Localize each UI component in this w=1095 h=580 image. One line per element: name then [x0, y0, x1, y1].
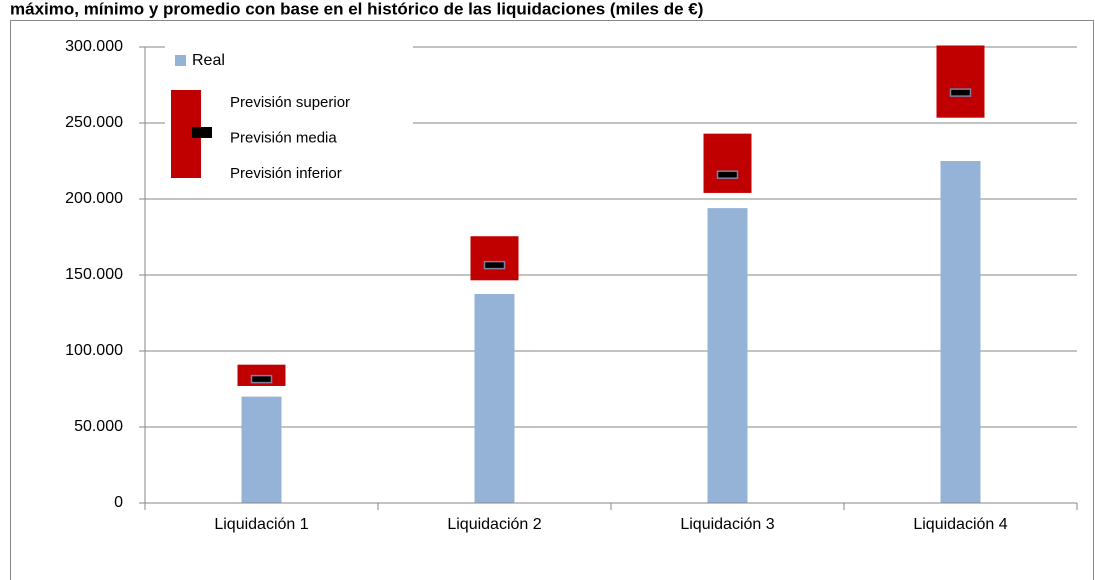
bar: [241, 396, 282, 503]
y-tick-label: 50.000: [74, 418, 123, 435]
forecast-range: [703, 133, 752, 193]
y-tick-label: 150.000: [65, 266, 123, 283]
forecast-mean: [483, 260, 506, 270]
legend-swatch: [175, 55, 186, 66]
forecast-range: [936, 45, 985, 118]
x-tick-label: Liquidación 1: [214, 516, 308, 533]
y-tick-label: 300.000: [65, 38, 123, 55]
forecast-mean: [949, 88, 972, 97]
legend-background: [165, 44, 413, 186]
legend-label: Previsión superior: [230, 94, 350, 111]
bar: [474, 294, 515, 503]
legend-swatch: [192, 127, 212, 138]
forecast-mean: [716, 170, 739, 179]
forecast-range: [470, 236, 519, 281]
x-tick-label: Liquidación 4: [913, 516, 1007, 533]
legend-label: Real: [192, 52, 225, 69]
y-tick-label: 100.000: [65, 342, 123, 359]
forecast-mean: [250, 374, 273, 384]
x-tick-label: Liquidación 3: [680, 516, 774, 533]
chart-title: máximo, mínimo y promedio con base en el…: [10, 0, 703, 18]
y-tick-label: 200.000: [65, 190, 123, 207]
y-tick-label: 250.000: [65, 114, 123, 131]
y-tick-label: 0: [114, 494, 123, 511]
bar: [940, 161, 981, 503]
bar: [707, 208, 748, 503]
legend-label: Previsión inferior: [230, 165, 342, 182]
x-tick-label: Liquidación 2: [447, 516, 541, 533]
legend-label: Previsión media: [230, 129, 337, 146]
